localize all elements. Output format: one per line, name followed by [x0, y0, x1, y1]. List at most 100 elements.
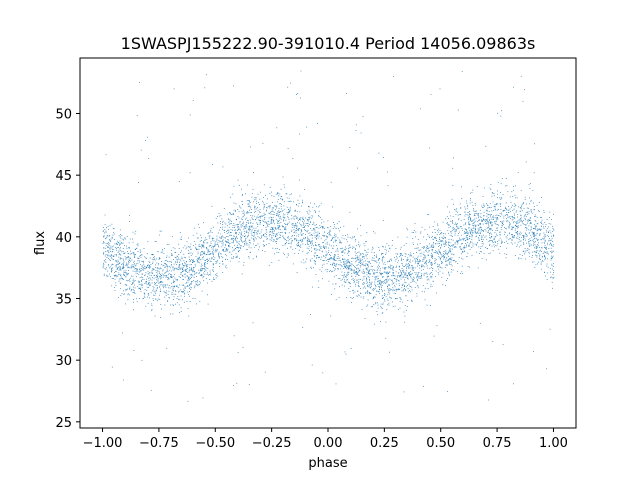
data-point: [489, 214, 491, 215]
data-point: [221, 226, 223, 228]
data-point: [501, 221, 503, 223]
data-point: [346, 297, 347, 299]
data-point: [501, 214, 503, 216]
data-point: [364, 264, 366, 266]
data-point: [153, 290, 155, 292]
data-point: [470, 220, 472, 221]
data-point: [536, 250, 537, 252]
data-point: [306, 211, 308, 212]
data-point: [198, 227, 200, 228]
data-point: [201, 237, 202, 239]
data-point: [550, 276, 552, 278]
data-point: [248, 225, 250, 227]
data-point: [453, 229, 455, 230]
data-point: [165, 286, 167, 288]
data-point: [108, 243, 110, 245]
data-point: [216, 244, 218, 245]
data-point: [165, 272, 166, 274]
data-point: [362, 287, 364, 289]
data-point: [474, 213, 475, 215]
data-point: [413, 280, 415, 282]
data-point: [114, 247, 116, 248]
data-point: [453, 254, 455, 256]
data-point: [433, 242, 434, 243]
data-point: [426, 265, 428, 267]
data-point: [348, 248, 349, 249]
data-point: [285, 232, 287, 234]
data-point: [416, 252, 417, 253]
data-point: [280, 198, 281, 200]
data-point: [183, 265, 184, 266]
data-point: [162, 265, 164, 267]
data-point: [189, 259, 190, 260]
data-point: [294, 231, 295, 233]
data-point: [254, 205, 255, 207]
data-point: [459, 203, 461, 205]
data-point: [197, 260, 198, 261]
data-point: [468, 223, 470, 225]
data-point: [201, 251, 202, 252]
data-point: [118, 297, 119, 298]
data-point: [180, 260, 182, 262]
data-point: [112, 278, 114, 279]
data-point: [534, 220, 536, 222]
data-point: [230, 232, 232, 234]
data-point: [230, 196, 231, 198]
data-point: [283, 184, 285, 186]
data-point: [452, 236, 453, 237]
data-point: [427, 248, 428, 250]
data-point: [117, 264, 119, 265]
data-point: [336, 249, 338, 251]
data-point: [307, 225, 309, 226]
data-point: [479, 223, 480, 225]
data-point: [408, 283, 410, 285]
data-point: [448, 227, 450, 229]
data-point: [362, 264, 364, 265]
data-point: [450, 258, 452, 260]
data-point: [126, 257, 127, 259]
data-point: [210, 261, 212, 263]
data-point: [486, 213, 488, 214]
data-point: [474, 203, 476, 204]
data-point: [476, 213, 478, 215]
data-point: [172, 304, 174, 306]
data-point: [335, 250, 337, 252]
data-point: [205, 260, 206, 261]
data-point: [431, 254, 433, 256]
data-point: [495, 230, 497, 231]
data-point: [515, 185, 516, 187]
data-point: [240, 238, 242, 240]
data-point: [249, 227, 251, 229]
data-point: [346, 262, 348, 264]
data-point: [344, 285, 345, 287]
data-point: [488, 253, 490, 255]
data-point: [385, 296, 387, 298]
data-point: [399, 256, 401, 257]
data-point: [369, 273, 370, 275]
data-point: [162, 276, 164, 278]
data-point: [513, 189, 514, 191]
data-point: [320, 246, 322, 247]
data-point: [296, 230, 297, 231]
data-point: [534, 247, 535, 249]
data-point: [473, 227, 475, 229]
data-point: [150, 278, 151, 280]
data-point: [448, 239, 450, 240]
data-point: [202, 250, 204, 252]
data-point: [378, 286, 380, 287]
data-point: [448, 245, 450, 246]
data-point: [353, 289, 354, 291]
data-point: [487, 205, 489, 206]
data-point: [451, 259, 452, 261]
data-point: [103, 242, 105, 244]
data-point: [410, 282, 412, 283]
data-point: [460, 219, 462, 221]
data-point: [375, 276, 377, 278]
data-point: [169, 267, 171, 269]
data-point: [127, 293, 129, 295]
data-point: [548, 248, 550, 249]
data-point: [278, 231, 280, 233]
data-point: [525, 224, 527, 226]
data-point: [472, 233, 474, 235]
data-point: [350, 348, 352, 349]
